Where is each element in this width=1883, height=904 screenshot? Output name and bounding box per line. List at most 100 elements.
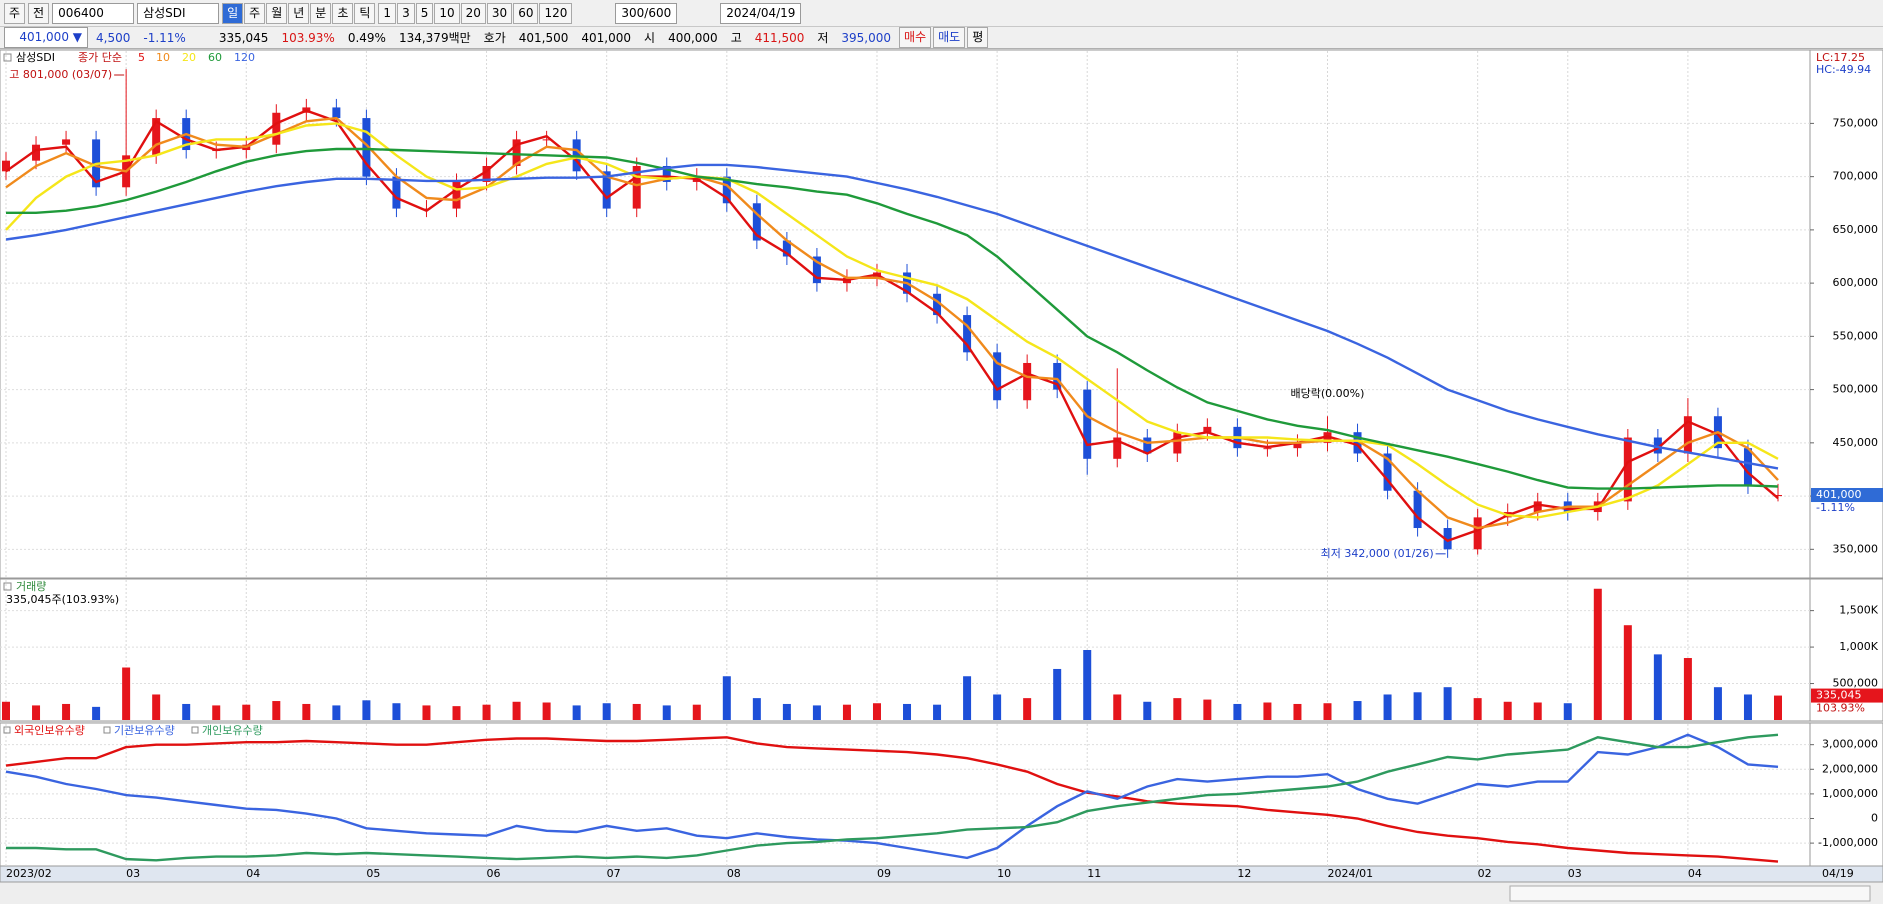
volume-bar — [452, 706, 461, 720]
x-tick-label: 02 — [1478, 867, 1492, 880]
volume-bar — [1774, 695, 1782, 720]
x-tick-label: 05 — [366, 867, 380, 880]
interval-button[interactable]: 30 — [486, 2, 513, 24]
volume-bar — [1143, 701, 1152, 720]
prefix[interactable]: 전 — [28, 2, 50, 24]
legend-icon — [3, 726, 11, 734]
volume-bar — [1053, 668, 1062, 720]
interval-button[interactable]: 60 — [513, 2, 539, 24]
low-label: 저 — [817, 31, 829, 45]
indicator-label: LC:17.25 — [1816, 51, 1865, 64]
y-tick-label: 1,000K — [1839, 640, 1878, 653]
x-tick-label: 07 — [607, 867, 621, 880]
volume-bar — [692, 704, 701, 720]
period-button[interactable]: 주 — [244, 2, 266, 24]
volume-rate: 103.93% — [281, 30, 335, 45]
moving-average-line — [6, 147, 1779, 490]
volume-bar — [1293, 703, 1302, 720]
trade-button[interactable]: 매도 — [933, 27, 966, 48]
date[interactable]: 2024/04/19 — [720, 2, 802, 24]
price: 401,000 ▼ — [4, 27, 88, 48]
volume-bar — [963, 676, 972, 720]
period-button[interactable]: 초 — [332, 2, 354, 24]
trade-button[interactable]: 매수 — [899, 27, 932, 48]
period-button[interactable]: 년 — [288, 2, 310, 24]
panel-title: 삼성SDI — [16, 51, 55, 64]
legend-entry: 60 — [208, 51, 222, 64]
interval-button[interactable]: 120 — [539, 2, 573, 24]
change: 4,500 — [96, 30, 131, 45]
interval-button[interactable]: 10 — [434, 2, 460, 24]
ticker-input[interactable]: 006400 — [52, 2, 135, 24]
volume-bar — [1263, 702, 1272, 720]
interval-button[interactable]: 3 — [397, 2, 415, 24]
price-badge-sub: -1.11% — [1816, 501, 1855, 514]
stock-name[interactable]: 삼성SDI — [137, 2, 220, 24]
low: 395,000 — [841, 30, 892, 45]
period-type[interactable]: 주 — [4, 2, 26, 24]
candle-body — [963, 315, 972, 353]
x-tick-label: 12 — [1237, 867, 1251, 880]
panel — [0, 578, 1883, 722]
volume-bar — [722, 676, 731, 720]
candle-body — [993, 352, 1002, 401]
x-tick-label: 2023/02 — [6, 867, 52, 880]
candle-body — [1173, 432, 1182, 454]
interval-button[interactable]: 1 — [378, 2, 397, 24]
x-tick-label: 03 — [1568, 867, 1582, 880]
period-button[interactable]: 월 — [266, 2, 288, 24]
period-button[interactable]: 틱 — [354, 2, 376, 24]
volume-bar — [752, 698, 761, 720]
candle-body — [1683, 416, 1692, 454]
volume-bar — [1233, 703, 1242, 720]
period-button[interactable]: 분 — [310, 2, 332, 24]
volume-bar — [1473, 698, 1482, 720]
candle-body — [662, 165, 671, 182]
scrollbar — [0, 883, 1883, 904]
volume-bar — [1203, 699, 1212, 720]
volume-bar — [32, 705, 41, 720]
volume-bar — [1173, 698, 1182, 720]
ask-label: 호가 — [483, 31, 506, 45]
scroll-track[interactable] — [1509, 885, 1871, 902]
candle-body — [452, 181, 461, 209]
y-tick-label: -1,000,000 — [1818, 836, 1878, 849]
candle-body — [512, 139, 521, 166]
intervals: 1 3 5 10 20 30 60 120 — [378, 2, 573, 24]
legend-entry: 5 — [138, 51, 145, 64]
candle-body — [602, 171, 611, 209]
volume-bar — [1323, 703, 1332, 720]
turnover: 0.49% — [347, 30, 386, 45]
candle-body — [1383, 453, 1392, 491]
candle-body — [422, 208, 431, 210]
volume-bar — [1113, 694, 1122, 720]
volume-bar — [242, 704, 251, 720]
y-tick-label: 750,000 — [1833, 116, 1879, 129]
legend-entry: 10 — [156, 51, 170, 64]
trade-button[interactable]: 평 — [967, 27, 989, 48]
candle-body — [272, 112, 281, 145]
candle-body — [1653, 437, 1662, 454]
volume-bar — [1713, 687, 1722, 720]
volume-bar — [1083, 650, 1092, 720]
interval-button[interactable]: 20 — [460, 2, 486, 24]
moving-average-line — [5, 163, 1779, 470]
panel — [0, 49, 1883, 579]
holding-line — [6, 733, 1779, 862]
panel-icon — [3, 582, 12, 591]
candle-body — [752, 203, 761, 241]
x-tick-label: 08 — [727, 867, 741, 880]
volume-bar — [272, 701, 281, 720]
price-badge-label: 335,045 — [1816, 689, 1862, 702]
count[interactable]: 300/600 — [615, 2, 678, 24]
candle-body — [1143, 437, 1152, 454]
volume-bar — [933, 704, 942, 720]
period-button[interactable]: 일 — [222, 2, 244, 24]
legend-entry: 기관보유수량 — [114, 724, 175, 737]
x-tick-label: 06 — [487, 867, 501, 880]
candle-body — [332, 107, 341, 119]
volume-bar — [903, 703, 912, 720]
interval-button[interactable]: 5 — [415, 2, 434, 24]
candle-body — [722, 176, 731, 204]
